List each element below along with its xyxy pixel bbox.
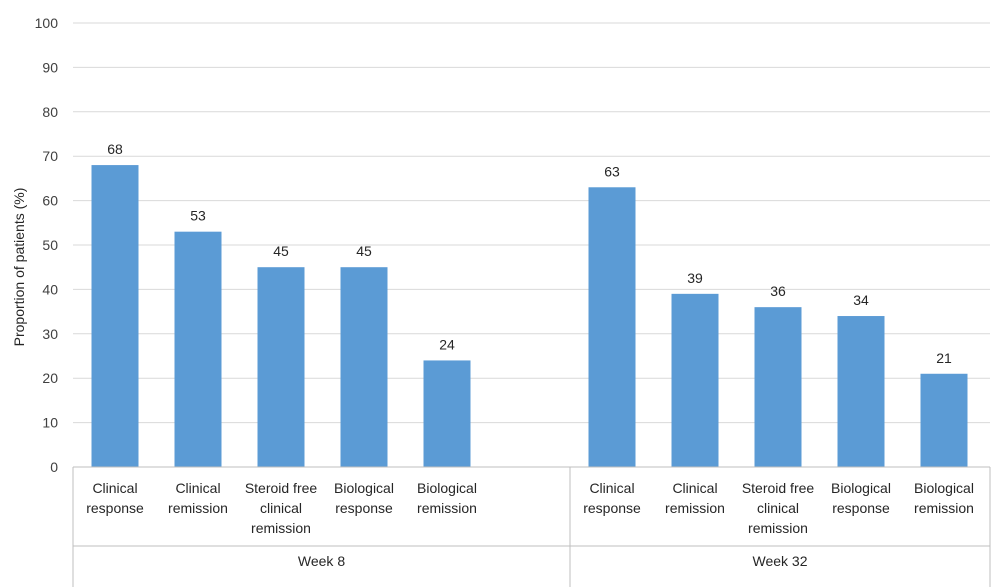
category-label: Clinical response [583,480,641,516]
y-tick-label: 90 [42,59,58,75]
y-tick-label: 80 [42,104,58,120]
y-axis-label: Proportion of patients (%) [11,188,27,347]
category-label: Steroid free clinical remission [245,480,318,536]
category-label: Biological response [831,480,891,516]
category-label: Biological response [334,480,394,516]
y-axis-ticks: 0 10 20 30 40 50 60 70 80 90 100 [35,15,59,475]
data-label: 24 [439,336,455,352]
bar [91,165,139,467]
category-label: Biological remission [417,480,477,516]
bars [91,165,968,467]
group-label: Week 32 [753,553,808,569]
data-label: 39 [687,270,703,286]
data-label: 53 [190,208,206,224]
bar [920,373,968,467]
category-label: Clinical remission [168,480,228,516]
bar [340,267,388,467]
data-label: 34 [853,292,869,308]
bar [754,307,802,467]
x-axis [72,466,991,587]
bar [257,267,305,467]
y-tick-label: 70 [42,148,58,164]
category-label: Steroid free clinical remission [742,480,815,536]
group-label: Week 8 [298,553,345,569]
y-tick-label: 30 [42,326,58,342]
y-tick-label: 100 [35,15,59,31]
data-label: 45 [273,243,289,259]
y-tick-label: 60 [42,193,58,209]
data-label: 36 [770,283,786,299]
bar [423,360,471,467]
group-labels: Week 8 Week 32 [298,553,808,569]
category-labels: Clinical response Clinical remission Steroid… [86,480,974,536]
y-tick-label: 20 [42,370,58,386]
bar [671,293,719,467]
bar [174,231,222,467]
y-tick-label: 0 [50,459,58,475]
category-label: Clinical response [86,480,144,516]
gridlines [73,22,990,424]
bar [837,316,885,467]
y-tick-label: 10 [42,415,58,431]
category-label: Clinical remission [665,480,725,516]
data-label: 21 [936,350,952,366]
data-label: 68 [107,141,123,157]
data-label: 63 [604,163,620,179]
y-tick-label: 40 [42,281,58,297]
category-label: Biological remission [914,480,974,516]
y-tick-label: 50 [42,237,58,253]
bar [588,187,636,467]
data-labels: 68 53 45 45 24 63 39 36 34 21 [107,141,952,366]
data-label: 45 [356,243,372,259]
